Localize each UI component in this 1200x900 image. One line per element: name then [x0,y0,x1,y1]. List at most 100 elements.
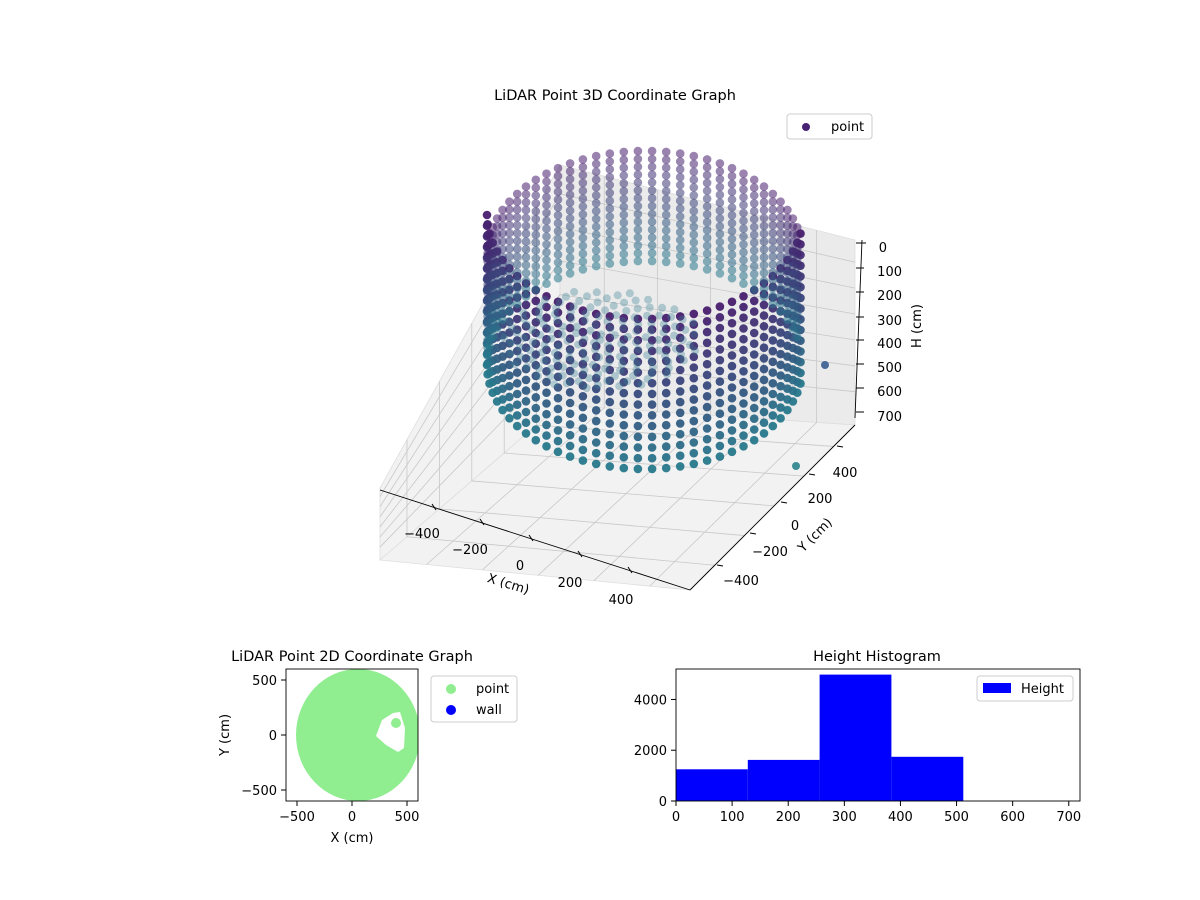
data-point [783,363,792,372]
data-point [759,221,769,231]
data-point [739,302,748,312]
data-point [565,366,575,376]
data-point [776,392,785,402]
z-tick-label: 600 [877,385,902,400]
plot-2d-legend: point wall [430,675,518,723]
data-point [715,174,725,184]
data-point [591,459,601,469]
data-point [553,187,563,197]
data-point [558,371,567,380]
data-point [749,175,759,185]
data-point [550,348,559,357]
data-point [727,351,737,360]
data-point [578,194,588,203]
data-point [678,315,687,324]
data-point [531,414,541,424]
data-point [739,356,748,365]
data-point [739,442,748,451]
data-point [675,440,685,450]
data-point [715,366,725,376]
data-point [619,367,629,376]
data-point [661,345,671,355]
data-point [623,332,632,341]
data-point [793,270,802,279]
data-point [605,196,615,206]
x-tick-label: 500 [395,810,420,825]
data-point [613,291,622,300]
x-tick-label: 200 [776,810,801,825]
data-point [633,225,643,234]
data-point [619,463,629,473]
data-point [505,403,514,412]
data-point [675,333,685,343]
data-point [593,380,602,389]
data-point [661,147,671,157]
data-point [542,388,551,398]
data-point [727,218,737,228]
data-point [591,246,601,255]
data-point [675,235,685,245]
data-point [675,354,685,364]
data-point [542,255,551,265]
data-point [793,325,802,334]
data-point [591,261,601,271]
data-point [521,407,531,417]
data-point [521,311,531,320]
data-point [702,370,712,380]
data-point [768,314,778,324]
data-point [512,221,522,230]
data-point [776,414,785,423]
data-point [610,372,619,381]
data-point [702,359,712,369]
data-point [531,328,541,338]
data-point [531,403,541,413]
data-point [579,348,588,357]
data-point [619,226,629,235]
data-point [605,376,615,386]
data-point [618,317,627,326]
data-point [605,243,615,253]
data-point [552,356,561,364]
data-point [512,268,522,277]
data-point [531,371,541,381]
x-tick-label: 200 [558,576,583,591]
data-point [591,222,601,232]
data-point [542,399,551,408]
data-point [565,245,575,255]
data-point [542,367,551,376]
data-point [622,307,631,315]
data-point [793,317,802,326]
data-point [605,354,615,364]
data-point [531,360,541,370]
data-point [702,186,712,196]
data-point [619,249,629,259]
data-point [689,261,699,271]
data-point [581,309,590,318]
data-point [578,162,588,172]
x-tick-label: 400 [888,810,913,825]
data-point [647,368,657,377]
data-point [647,325,657,334]
data-point [759,190,769,199]
data-point [605,235,615,245]
data-point [661,351,670,360]
data-point [702,170,712,180]
data-point [519,333,528,342]
data-point [542,193,551,202]
data-point [727,308,737,317]
data-point [661,234,671,243]
data-point [615,382,624,391]
data-point [647,432,657,442]
data-point [633,389,643,399]
data-point [521,332,531,342]
legend-marker-wall [446,705,456,715]
data-point [591,238,601,247]
data-point [715,441,725,451]
y-tick-mark [716,564,724,567]
data-point [759,268,769,278]
data-point [768,291,778,301]
data-point [582,384,591,392]
data-point [604,357,613,366]
y-tick-label: −400 [723,574,759,589]
data-point [661,313,671,323]
